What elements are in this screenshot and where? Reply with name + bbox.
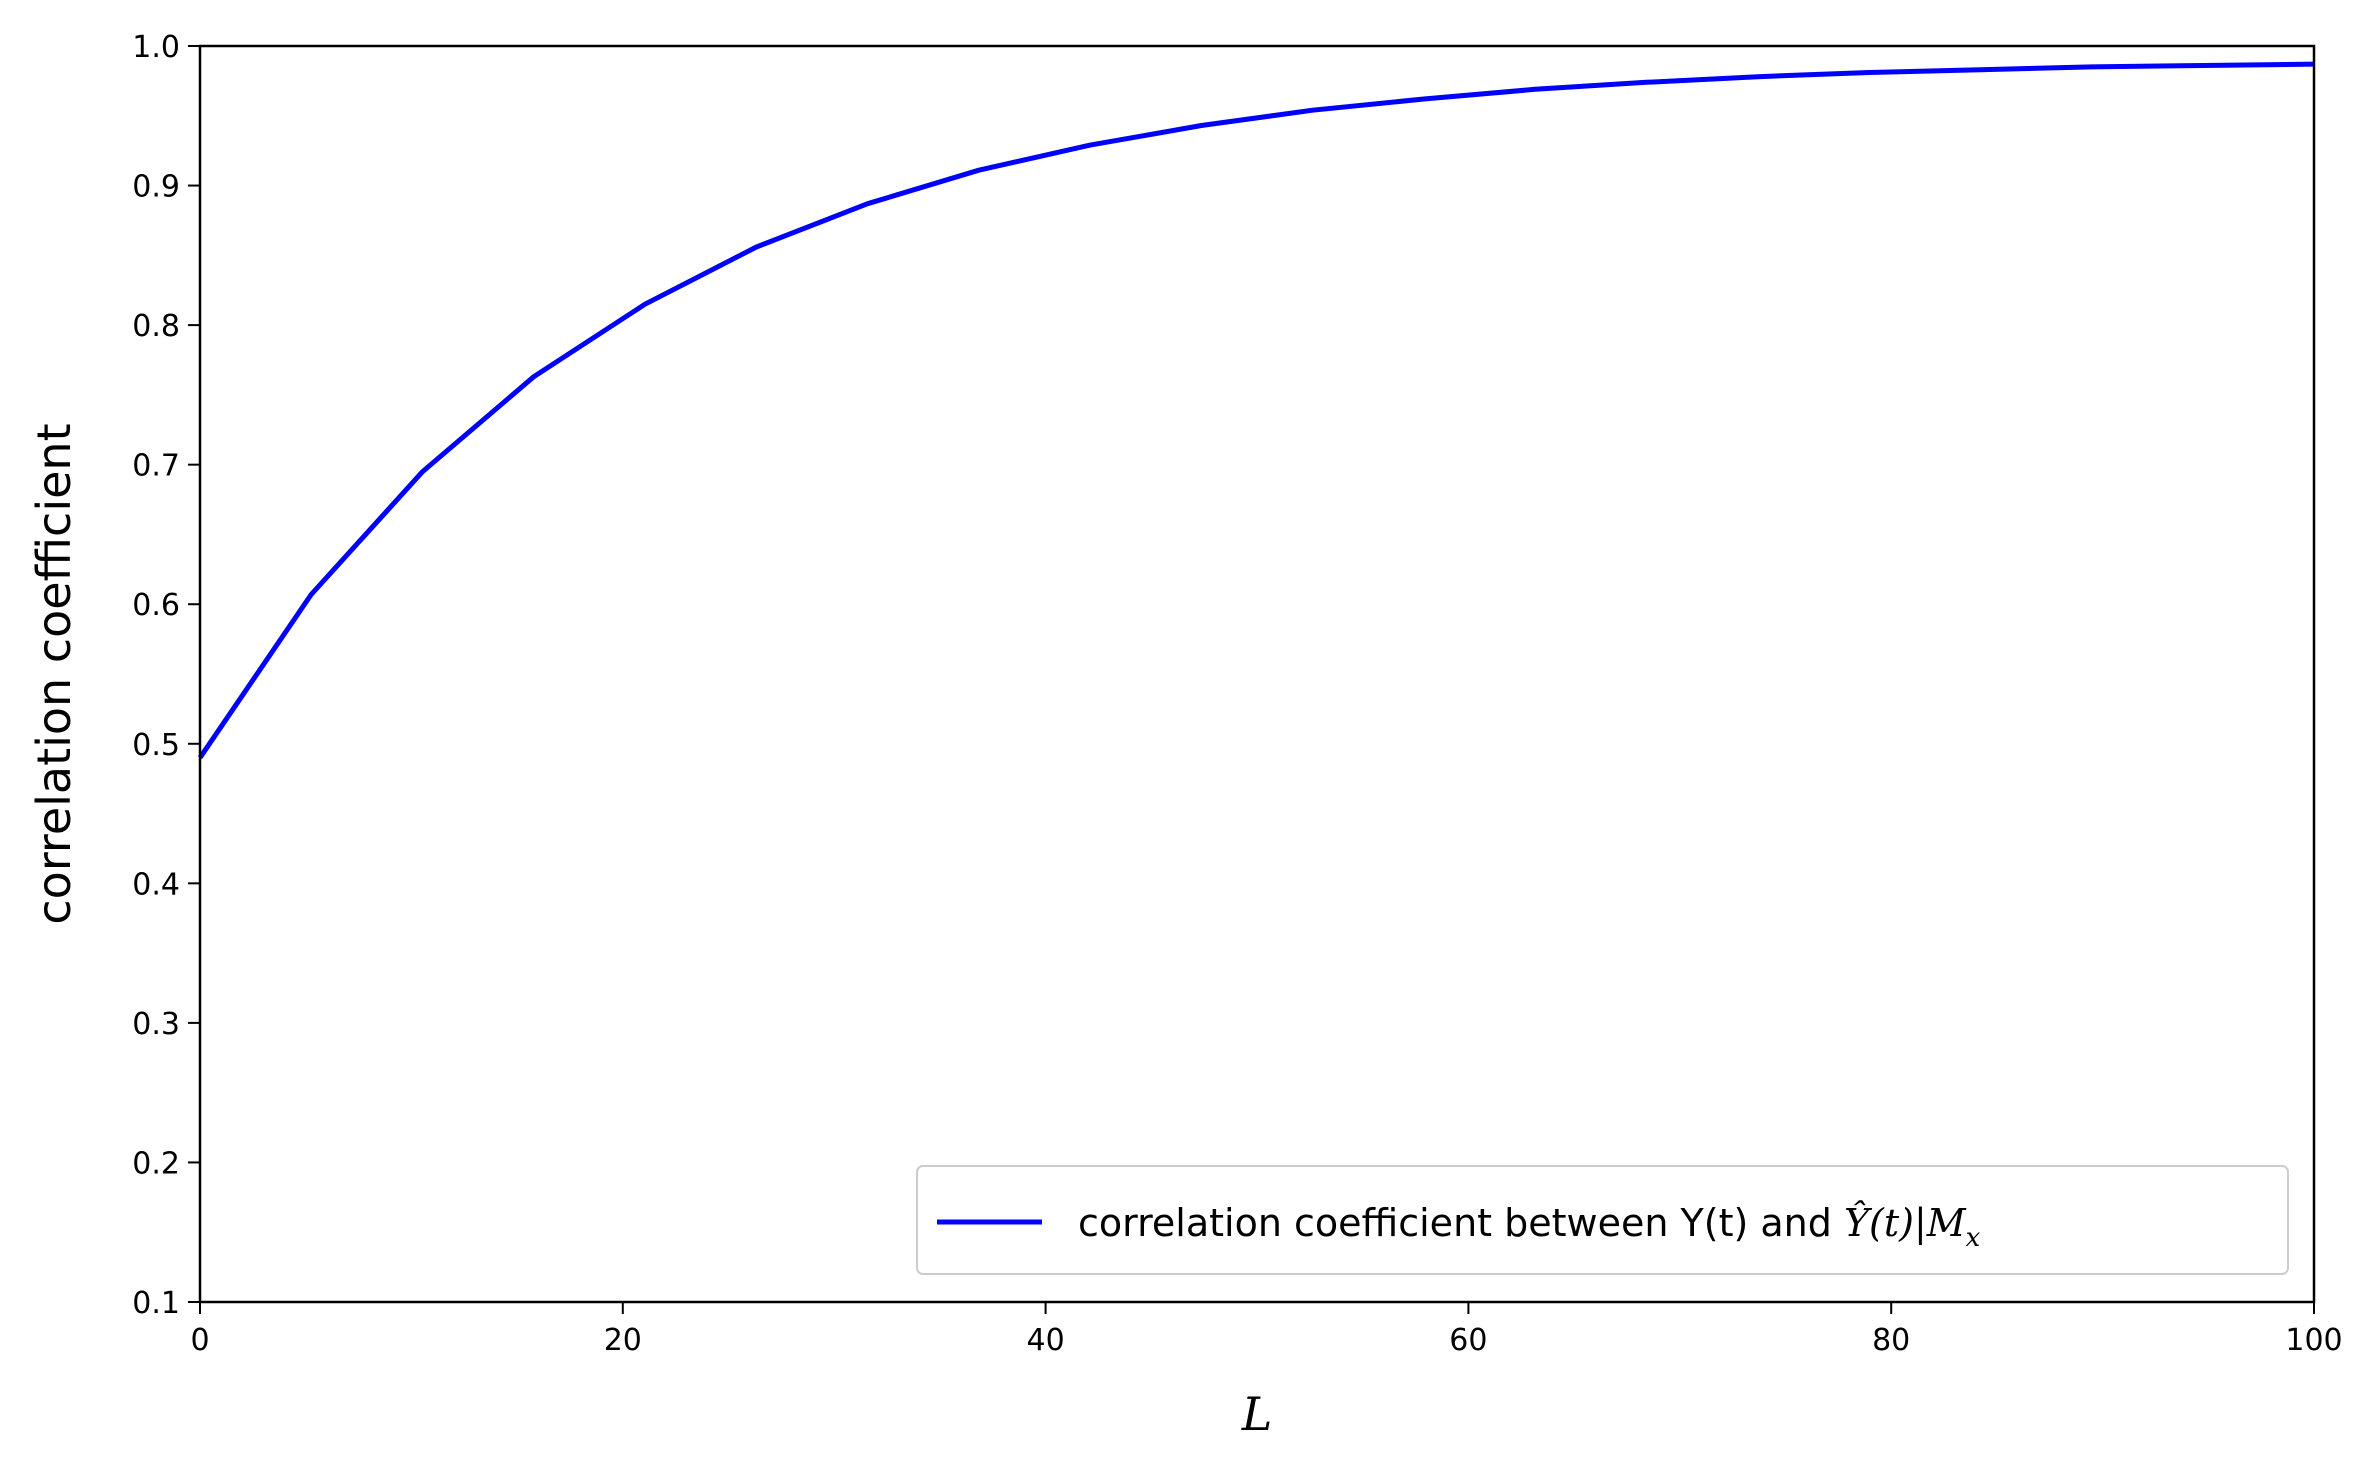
legend: correlation coefficient between Y(t) and… (916, 1165, 2289, 1275)
legend-entry: correlation coefficient between Y(t) and… (1078, 1201, 1981, 1253)
y-tick-label: 0.9 (132, 170, 180, 205)
x-tick-label: 60 (1449, 1323, 1487, 1358)
x-tick-label: 100 (2285, 1323, 2342, 1358)
legend-entry-text: correlation coefficient between Y(t) and (1078, 1201, 1844, 1245)
x-tick-label: 80 (1872, 1323, 1910, 1358)
y-axis-label: correlation coefficient (27, 423, 81, 924)
y-tick-label: 0.8 (132, 309, 180, 344)
x-tick-label: 0 (190, 1323, 209, 1358)
series-layer (197, 61, 2315, 760)
x-axis-label: L (1241, 1387, 1273, 1441)
x-tick-label: 20 (604, 1323, 642, 1358)
plot-area-frame (198, 44, 2316, 1304)
legend-entry-subscript: x (1966, 1223, 1981, 1253)
y-tick-label: 0.4 (132, 867, 180, 902)
legend-box (916, 1165, 2289, 1275)
ticks-layer: 0 20 40 60 80 100 0.1 0.2 0.3 0.4 0.5 0.6 0.7 0.8 0.9 1… (132, 30, 2342, 1358)
y-tick-label: 1.0 (132, 30, 180, 65)
y-tick-label: 0.3 (132, 1007, 180, 1042)
y-tick-label: 0.1 (132, 1286, 180, 1321)
x-tick-label: 40 (1027, 1323, 1065, 1358)
y-tick-label: 0.2 (132, 1146, 180, 1181)
y-tick-label: 0.6 (132, 588, 180, 623)
legend-entry-math: Ŷ(t)|M (1844, 1201, 1967, 1245)
y-tick-label: 0.5 (132, 728, 180, 763)
y-tick-label: 0.7 (132, 449, 180, 484)
series-line (197, 61, 2315, 760)
